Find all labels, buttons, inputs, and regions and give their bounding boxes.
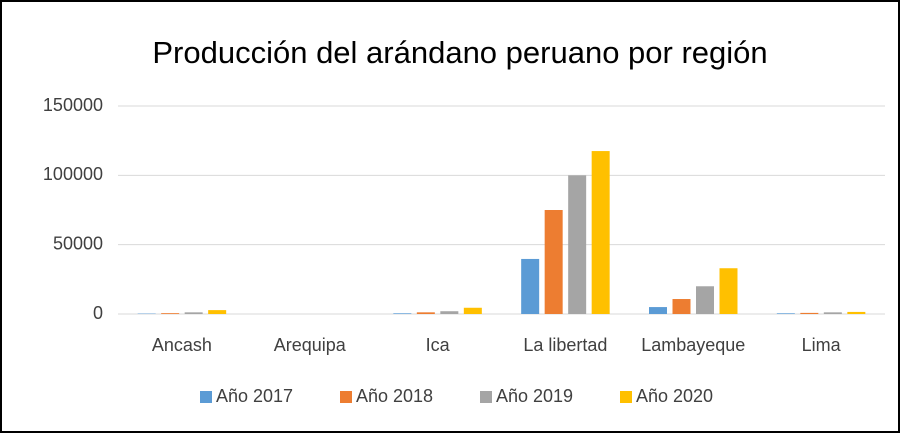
y-tick-label: 0	[93, 303, 103, 323]
bar	[416, 312, 435, 314]
bar	[440, 311, 459, 314]
legend-swatch	[340, 391, 352, 403]
x-tick-label: Ica	[426, 335, 451, 355]
x-tick-label: Ancash	[152, 335, 212, 355]
legend-label: Año 2018	[356, 386, 433, 406]
bar	[672, 299, 691, 314]
x-tick-label: Lima	[802, 335, 842, 355]
x-tick-label: La libertad	[523, 335, 607, 355]
y-tick-label: 100000	[43, 164, 103, 184]
bar	[161, 313, 180, 314]
bar	[776, 313, 795, 314]
bar	[184, 312, 203, 314]
bar	[521, 258, 540, 314]
legend-label: Año 2019	[496, 386, 573, 406]
bar	[719, 268, 738, 314]
legend-swatch	[480, 391, 492, 403]
x-tick-label: Lambayeque	[641, 335, 745, 355]
bar	[847, 311, 866, 314]
legend-swatch	[200, 391, 212, 403]
bar	[393, 313, 412, 314]
x-tick-label: Arequipa	[274, 335, 347, 355]
bar	[568, 175, 587, 314]
bar	[649, 307, 667, 314]
legend-swatch	[620, 391, 632, 403]
bar	[823, 312, 842, 314]
y-tick-label: 150000	[43, 95, 103, 115]
y-tick-label: 50000	[53, 233, 103, 253]
legend-label: Año 2017	[216, 386, 293, 406]
bar	[208, 310, 227, 314]
chart-title: Producción del arándano peruano por regi…	[152, 35, 767, 70]
legend-label: Año 2020	[636, 386, 713, 406]
bar	[463, 307, 482, 314]
bar	[544, 210, 563, 314]
bar	[800, 312, 819, 314]
bar	[591, 151, 610, 314]
bar	[696, 286, 714, 314]
